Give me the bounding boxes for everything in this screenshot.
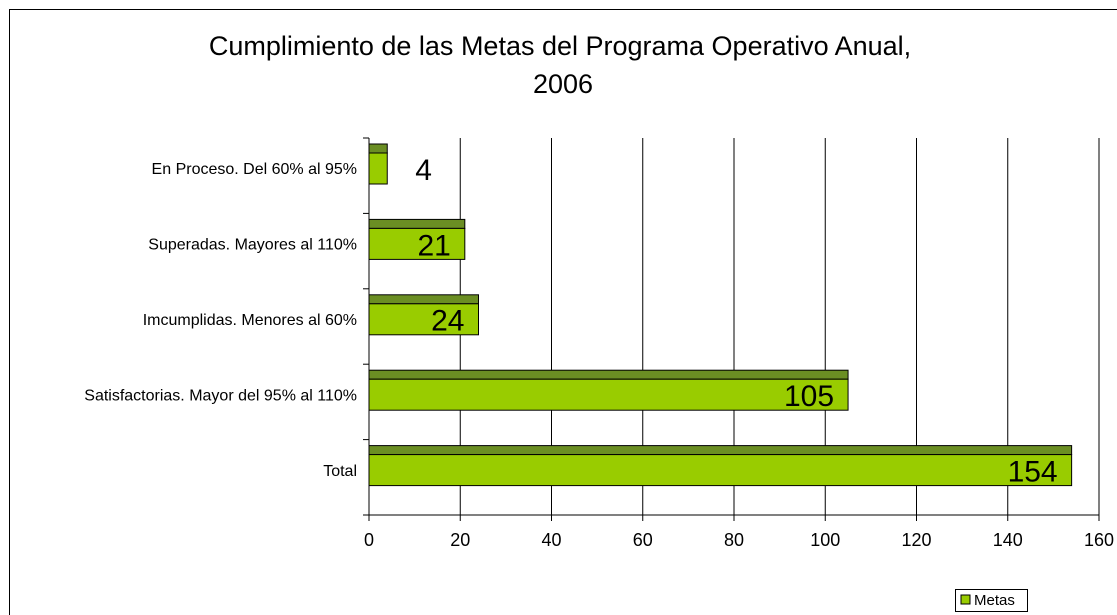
data-label: 24 — [431, 305, 464, 338]
legend-box — [955, 589, 1028, 612]
bar-top — [368, 294, 479, 305]
bar — [368, 454, 1073, 487]
x-tick-label: 100 — [810, 530, 840, 550]
x-tick-label: 140 — [993, 530, 1023, 550]
y-tick-label: Imcumplidas. Menores al 60% — [143, 312, 357, 329]
bar — [368, 152, 388, 185]
chart-border — [9, 9, 1117, 615]
data-label: 154 — [1008, 456, 1058, 489]
y-tick-label: Superadas. Mayores al 110% — [148, 237, 357, 254]
x-tick-label: 80 — [724, 530, 744, 550]
chart-title: Cumplimiento de las Metas del Programa O… — [209, 31, 911, 61]
data-label: 105 — [784, 380, 834, 413]
data-label: 4 — [415, 154, 432, 187]
data-label: 21 — [417, 229, 450, 262]
chart-title: 2006 — [533, 69, 593, 99]
bar — [368, 227, 466, 260]
bar — [368, 378, 849, 411]
x-tick-label: 60 — [633, 530, 653, 550]
x-tick-label: 160 — [1084, 530, 1114, 550]
bar — [368, 303, 479, 336]
bar-top — [368, 445, 1073, 456]
y-tick-label: Satisfactorias. Mayor del 95% al 110% — [84, 387, 357, 404]
legend-swatch — [960, 594, 971, 605]
x-tick-label: 120 — [901, 530, 931, 550]
bar-top — [368, 369, 849, 380]
x-tick-label: 40 — [541, 530, 561, 550]
y-tick-label: Total — [323, 463, 357, 480]
x-tick-label: 0 — [364, 530, 374, 550]
bar-top — [368, 143, 388, 154]
y-tick-label: En Proceso. Del 60% al 95% — [152, 161, 357, 178]
legend-label: Metas — [974, 592, 1015, 609]
x-tick-label: 20 — [450, 530, 470, 550]
bar-top — [368, 218, 466, 229]
